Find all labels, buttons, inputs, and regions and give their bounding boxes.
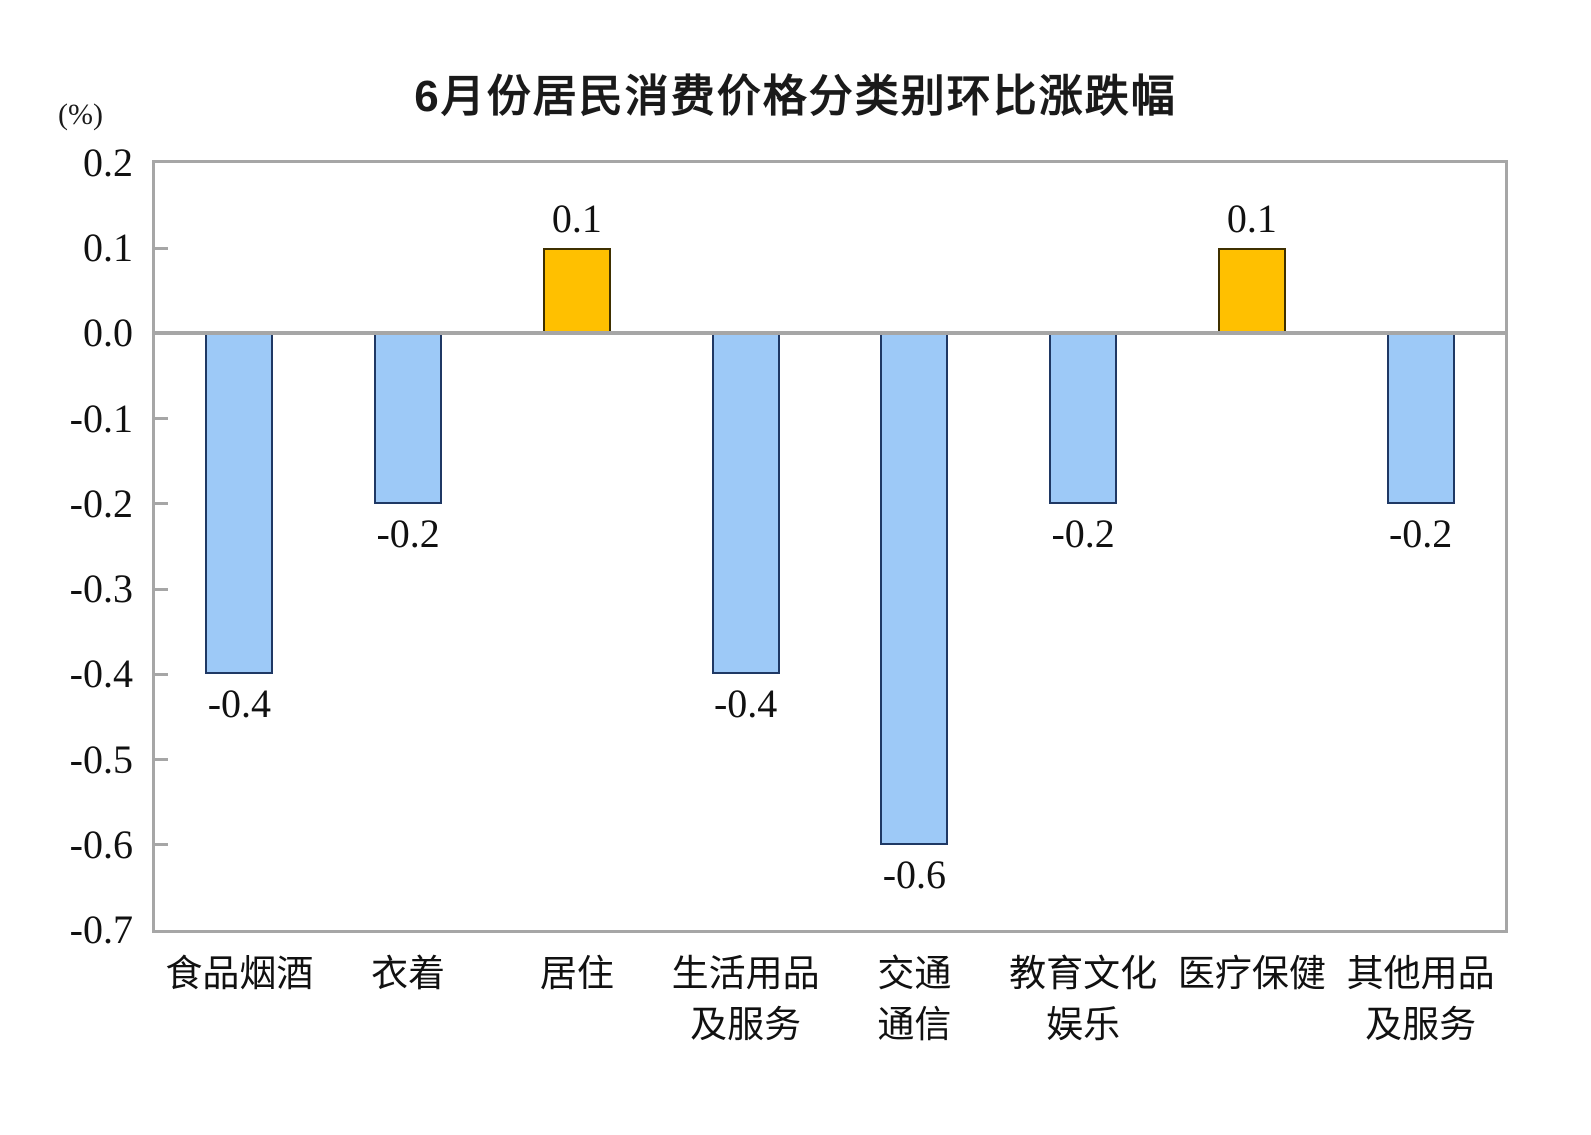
bar-value-label: -0.2 bbox=[1051, 510, 1115, 556]
bar-value-label: -0.4 bbox=[207, 681, 272, 727]
y-axis-tick-label: -0.4 bbox=[69, 651, 133, 697]
y-axis-tick-mark bbox=[155, 587, 168, 591]
bar-value-label: -0.2 bbox=[376, 510, 440, 556]
bar-negative bbox=[1049, 333, 1118, 504]
bar-value-label: 0.1 bbox=[1226, 196, 1277, 242]
bar-negative bbox=[711, 333, 780, 675]
y-axis-tick-label: 0.1 bbox=[83, 225, 133, 271]
y-axis-tick-mark bbox=[155, 843, 168, 847]
y-axis-tick-mark bbox=[155, 502, 168, 506]
x-axis-category-label: 居住 bbox=[539, 953, 614, 994]
bar-value-label: -0.2 bbox=[1388, 510, 1453, 556]
y-axis-unit-label: (%) bbox=[58, 98, 103, 131]
x-axis-category-label: 食品烟酒 bbox=[165, 953, 314, 994]
x-axis-category-label: 医疗保健 bbox=[1177, 953, 1326, 994]
y-axis-tick-mark bbox=[155, 417, 168, 421]
y-axis-tick-label: -0.6 bbox=[69, 821, 133, 867]
bar-value-label: -0.6 bbox=[882, 851, 947, 897]
y-axis-tick-label: -0.5 bbox=[69, 736, 133, 782]
y-axis-tick-label: -0.1 bbox=[69, 395, 133, 441]
bar-negative bbox=[374, 333, 443, 504]
y-axis-tick-mark bbox=[155, 246, 168, 250]
bar-positive bbox=[1217, 248, 1286, 334]
x-axis-category-label: 教育文化 娱乐 bbox=[1009, 953, 1158, 1045]
y-axis-tick-label: -0.7 bbox=[69, 907, 133, 952]
x-axis-category-label: 生活用品 及服务 bbox=[671, 953, 820, 1045]
y-axis-tick-label: -0.3 bbox=[69, 566, 133, 612]
plot-area: -0.4 -0.2 0.1 -0.4 -0.6 -0.2 0.1 -0.2 bbox=[152, 160, 1508, 933]
zero-baseline bbox=[155, 331, 1505, 336]
bar-value-label: -0.4 bbox=[713, 681, 778, 727]
y-axis-tick-mark bbox=[155, 672, 168, 676]
x-axis-category-label: 衣着 bbox=[371, 953, 446, 994]
x-axis-category-label: 交通 通信 bbox=[877, 953, 952, 1045]
chart-title: 6月份居民消费价格分类别环比涨跌幅 bbox=[414, 72, 1177, 121]
x-axis-category-label: 其他用品 及服务 bbox=[1346, 953, 1495, 1045]
bar-negative bbox=[205, 333, 274, 675]
y-axis-tick-label: -0.2 bbox=[69, 480, 133, 526]
bar-negative bbox=[880, 333, 949, 845]
bar-negative bbox=[1386, 333, 1455, 504]
y-axis-tick-label: 0.0 bbox=[83, 310, 133, 356]
y-axis-tick-label: 0.2 bbox=[83, 140, 133, 185]
bar-value-label: 0.1 bbox=[551, 196, 602, 242]
bar-positive bbox=[542, 248, 611, 334]
y-axis-tick-mark bbox=[155, 758, 168, 762]
